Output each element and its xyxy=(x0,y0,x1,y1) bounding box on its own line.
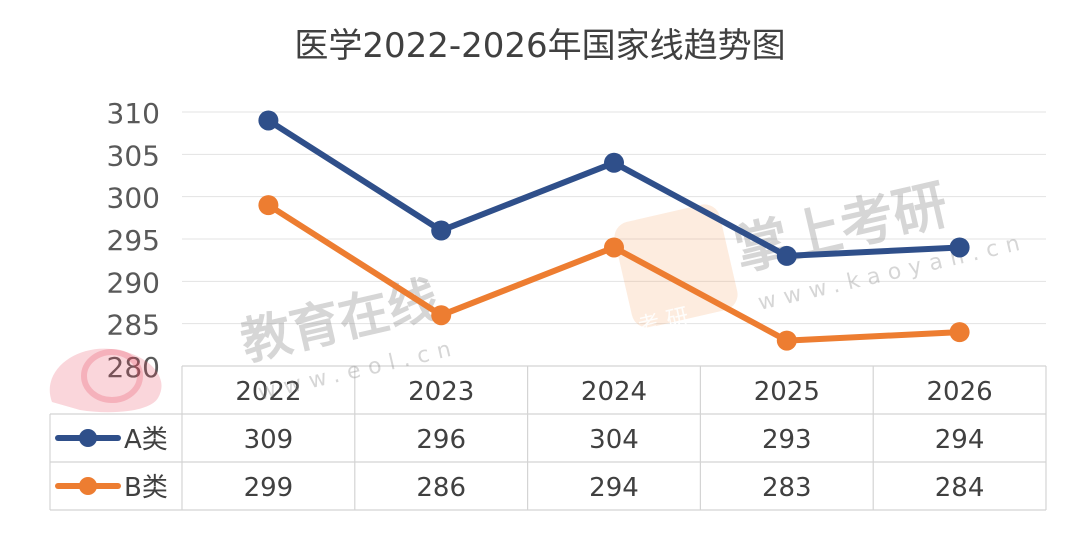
data-point xyxy=(604,152,624,173)
data-point xyxy=(431,220,452,241)
data-table-value: 309 xyxy=(244,425,294,455)
series-layer xyxy=(258,110,970,351)
y-tick-label: 295 xyxy=(107,224,160,257)
data-table-value: 296 xyxy=(416,425,466,455)
x-tick-label: 2026 xyxy=(927,377,993,407)
legend-label: B类 xyxy=(124,473,168,503)
x-tick-label: 2023 xyxy=(408,377,474,407)
legend-key-marker xyxy=(79,429,97,447)
chart-title: 医学2022-2026年国家线趋势图 xyxy=(294,26,785,66)
data-point xyxy=(776,330,797,351)
eol-logo-swoosh xyxy=(49,348,162,413)
data-table-value: 304 xyxy=(589,425,639,455)
y-tick-label: 300 xyxy=(107,182,160,215)
eol-logo-ring xyxy=(81,349,143,403)
y-tick-label: 285 xyxy=(107,309,160,342)
legend-label: A类 xyxy=(124,425,168,455)
y-tick-label: 290 xyxy=(107,266,160,299)
x-tick-label: 2022 xyxy=(235,377,301,407)
data-point xyxy=(604,237,624,258)
y-tick-label: 310 xyxy=(107,97,160,130)
y-axis-ticks: 280 285 290 295 300 305 310 xyxy=(107,97,160,384)
y-tick-label: 280 xyxy=(107,351,160,384)
data-point xyxy=(949,322,970,343)
x-tick-label: 2025 xyxy=(754,377,820,407)
data-point xyxy=(258,195,279,216)
data-table-value: 299 xyxy=(244,473,294,503)
data-point xyxy=(776,245,797,266)
data-table-value: 284 xyxy=(935,473,985,503)
data-point xyxy=(258,110,279,131)
data-table: 2022 2023 2024 2025 2026 A类 309 296 304 293 294 B类 2… xyxy=(49,365,1047,511)
x-tick-label: 2024 xyxy=(581,377,647,407)
y-tick-label: 305 xyxy=(107,139,160,172)
data-table-value: 294 xyxy=(935,425,985,455)
data-table-value: 283 xyxy=(762,473,812,503)
data-point xyxy=(949,237,970,258)
data-table-value: 293 xyxy=(762,425,812,455)
data-table-value: 294 xyxy=(589,473,639,503)
legend-key-marker xyxy=(79,477,97,495)
data-table-value: 286 xyxy=(416,473,466,503)
data-point xyxy=(431,305,452,326)
